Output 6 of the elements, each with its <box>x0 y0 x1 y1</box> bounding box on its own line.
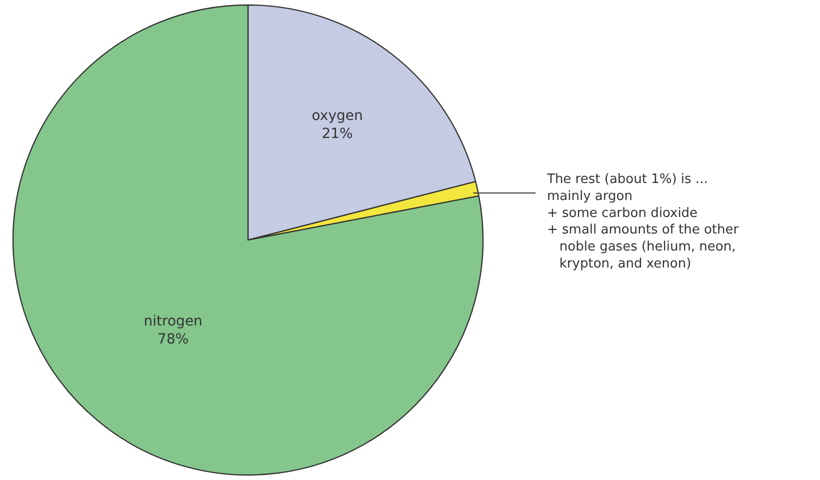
pie-slice <box>12 4 484 476</box>
slice-label: oxygen <box>312 108 363 124</box>
data-label: 21% <box>322 126 353 142</box>
text: The rest (about 1%) is ... mainly argon + some carbon dioxide + small amounts of the other noble gases (helium, neon, krypton, and xenon) <box>546 172 740 272</box>
slice-label: nitrogen <box>144 313 202 330</box>
data-label: 78% <box>158 332 189 348</box>
